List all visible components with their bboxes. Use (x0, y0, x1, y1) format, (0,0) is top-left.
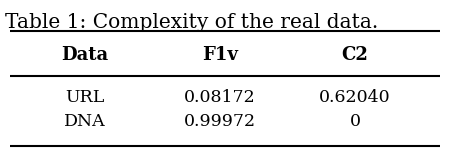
Text: DNA: DNA (64, 113, 106, 131)
Text: Data: Data (62, 46, 108, 64)
Text: F1v: F1v (202, 46, 238, 64)
Text: Table 1: Complexity of the real data.: Table 1: Complexity of the real data. (5, 13, 378, 32)
Text: 0.99972: 0.99972 (184, 113, 256, 131)
Text: 0: 0 (350, 113, 360, 131)
Text: 0.62040: 0.62040 (319, 89, 391, 106)
Text: 0.08172: 0.08172 (184, 89, 256, 106)
Text: C2: C2 (342, 46, 369, 64)
Text: URL: URL (65, 89, 104, 106)
